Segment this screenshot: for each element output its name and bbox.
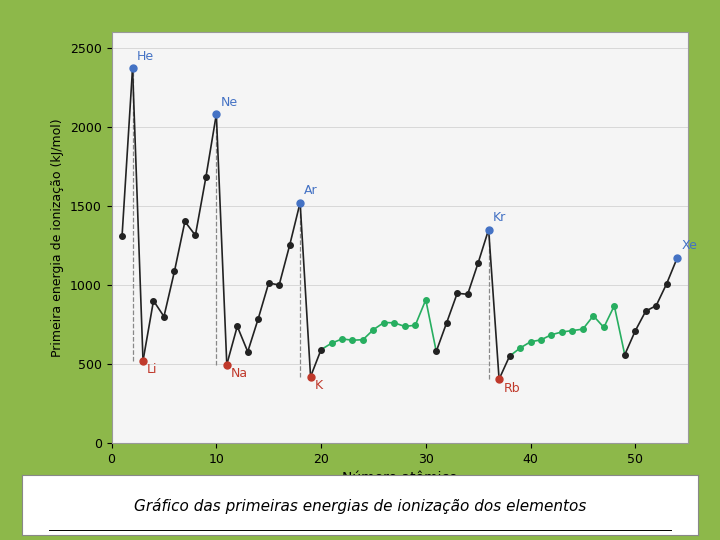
Text: Li: Li: [147, 363, 158, 376]
Text: Ar: Ar: [305, 184, 318, 197]
Y-axis label: Primeira energia de ionização (kJ/mol): Primeira energia de ionização (kJ/mol): [51, 118, 65, 357]
Text: Na: Na: [231, 367, 248, 380]
Text: Xe: Xe: [681, 239, 697, 252]
Text: K: K: [315, 379, 323, 392]
Text: Kr: Kr: [492, 211, 506, 224]
X-axis label: Número atômico: Número atômico: [342, 471, 457, 485]
Text: Rb: Rb: [503, 382, 520, 395]
Text: Gráfico das primeiras energias de ionização dos elementos: Gráfico das primeiras energias de ioniza…: [134, 498, 586, 514]
Text: He: He: [137, 50, 154, 63]
Text: Ne: Ne: [220, 96, 238, 109]
